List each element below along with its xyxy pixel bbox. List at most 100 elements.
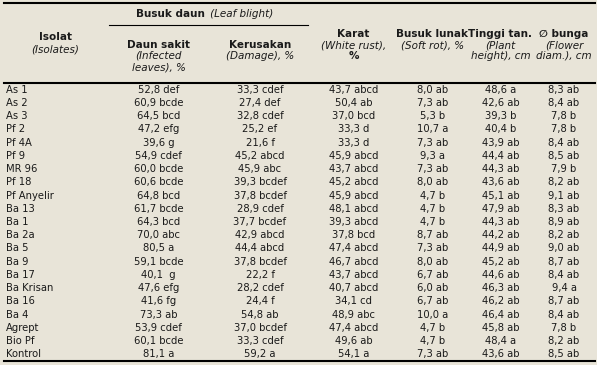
- Text: 46,4 ab: 46,4 ab: [482, 310, 519, 320]
- Text: MR 96: MR 96: [6, 164, 38, 174]
- Text: 43,7 abcd: 43,7 abcd: [329, 164, 378, 174]
- Text: 8,7 ab: 8,7 ab: [549, 296, 580, 307]
- Text: 8,4 ab: 8,4 ab: [549, 98, 580, 108]
- Text: 24,4 f: 24,4 f: [245, 296, 275, 307]
- Text: %: %: [348, 51, 359, 61]
- Text: Ba 5: Ba 5: [6, 243, 29, 253]
- Text: Pf 18: Pf 18: [6, 177, 32, 187]
- Text: Agrept: Agrept: [6, 323, 39, 333]
- Text: Pf 9: Pf 9: [6, 151, 25, 161]
- Text: 42,9 abcd: 42,9 abcd: [235, 230, 285, 240]
- Text: Busuk lunak: Busuk lunak: [396, 29, 469, 39]
- Text: 48,9 abc: 48,9 abc: [332, 310, 375, 320]
- Text: Pf Anyelir: Pf Anyelir: [6, 191, 54, 200]
- Text: Tinggi tan.: Tinggi tan.: [469, 29, 533, 39]
- Text: 45,9 abc: 45,9 abc: [238, 164, 282, 174]
- Text: 59,1 bcde: 59,1 bcde: [134, 257, 183, 267]
- Text: (Plant: (Plant: [485, 40, 516, 50]
- Text: 48,1 abcd: 48,1 abcd: [329, 204, 378, 214]
- Text: 25,2 ef: 25,2 ef: [242, 124, 278, 134]
- Text: 37,8 bcdef: 37,8 bcdef: [233, 257, 287, 267]
- Text: 9,0 ab: 9,0 ab: [549, 243, 580, 253]
- Text: 41,6 fg: 41,6 fg: [141, 296, 176, 307]
- Text: Isolat: Isolat: [39, 32, 72, 42]
- Text: 28,2 cdef: 28,2 cdef: [236, 283, 284, 293]
- Text: 43,9 ab: 43,9 ab: [482, 138, 519, 147]
- Text: 44,4 abcd: 44,4 abcd: [235, 243, 285, 253]
- Text: 37,0 bcdef: 37,0 bcdef: [233, 323, 287, 333]
- Text: Karat: Karat: [337, 29, 370, 39]
- Text: 7,3 ab: 7,3 ab: [417, 164, 448, 174]
- Text: 9,3 a: 9,3 a: [420, 151, 445, 161]
- Text: Ba 13: Ba 13: [6, 204, 35, 214]
- Text: (Leaf blight): (Leaf blight): [208, 9, 274, 19]
- Text: 39,3 abcd: 39,3 abcd: [329, 217, 378, 227]
- Text: Pf 2: Pf 2: [6, 124, 25, 134]
- Text: 60,1 bcde: 60,1 bcde: [134, 336, 183, 346]
- Text: 4,7 b: 4,7 b: [420, 323, 445, 333]
- Text: 7,3 ab: 7,3 ab: [417, 243, 448, 253]
- Text: 37,8 bcdef: 37,8 bcdef: [233, 191, 287, 200]
- Text: 7,8 b: 7,8 b: [552, 323, 577, 333]
- Text: 28,9 cdef: 28,9 cdef: [236, 204, 284, 214]
- Text: 60,9 bcde: 60,9 bcde: [134, 98, 183, 108]
- Text: 44,2 ab: 44,2 ab: [482, 230, 519, 240]
- Text: 37,7 bcdef: 37,7 bcdef: [233, 217, 287, 227]
- Text: 7,3 ab: 7,3 ab: [417, 98, 448, 108]
- Text: 43,6 ab: 43,6 ab: [482, 177, 519, 187]
- Text: 81,1 a: 81,1 a: [143, 349, 174, 360]
- Text: 45,9 abcd: 45,9 abcd: [329, 191, 378, 200]
- Text: 34,1 cd: 34,1 cd: [335, 296, 372, 307]
- Text: 64,5 bcd: 64,5 bcd: [137, 111, 180, 121]
- Text: 40,7 abcd: 40,7 abcd: [329, 283, 378, 293]
- Text: 46,7 abcd: 46,7 abcd: [329, 257, 378, 267]
- Text: Ba Krisan: Ba Krisan: [6, 283, 53, 293]
- Text: 33,3 cdef: 33,3 cdef: [236, 336, 284, 346]
- Text: 6,7 ab: 6,7 ab: [417, 296, 448, 307]
- Text: 8,7 ab: 8,7 ab: [417, 230, 448, 240]
- Text: 47,4 abcd: 47,4 abcd: [329, 243, 378, 253]
- Text: height), cm: height), cm: [470, 51, 530, 61]
- Text: Ba 4: Ba 4: [6, 310, 29, 320]
- Text: As 2: As 2: [6, 98, 27, 108]
- Text: As 3: As 3: [6, 111, 27, 121]
- Text: 32,8 cdef: 32,8 cdef: [236, 111, 284, 121]
- Text: 47,9 ab: 47,9 ab: [482, 204, 519, 214]
- Text: Kontrol: Kontrol: [6, 349, 41, 360]
- Text: 8,2 ab: 8,2 ab: [549, 336, 580, 346]
- Text: (Flower: (Flower: [545, 40, 583, 50]
- Text: 8,5 ab: 8,5 ab: [549, 349, 580, 360]
- Text: diam.), cm: diam.), cm: [536, 51, 592, 61]
- Text: 9,1 ab: 9,1 ab: [548, 191, 580, 200]
- Text: 4,7 b: 4,7 b: [420, 336, 445, 346]
- Text: 45,1 ab: 45,1 ab: [482, 191, 519, 200]
- Text: 45,2 abcd: 45,2 abcd: [329, 177, 378, 187]
- Text: 49,6 ab: 49,6 ab: [335, 336, 373, 346]
- Text: 39,3 b: 39,3 b: [485, 111, 516, 121]
- Text: 80,5 a: 80,5 a: [143, 243, 174, 253]
- Text: 54,1 a: 54,1 a: [338, 349, 369, 360]
- Text: 8,3 ab: 8,3 ab: [549, 85, 580, 95]
- Text: 53,9 cdef: 53,9 cdef: [135, 323, 182, 333]
- Text: 48,4 a: 48,4 a: [485, 336, 516, 346]
- Text: 21,6 f: 21,6 f: [245, 138, 275, 147]
- Text: 44,4 ab: 44,4 ab: [482, 151, 519, 161]
- Text: 10,7 a: 10,7 a: [417, 124, 448, 134]
- Text: 9,4 a: 9,4 a: [552, 283, 577, 293]
- Text: 50,4 ab: 50,4 ab: [335, 98, 373, 108]
- Text: 54,8 ab: 54,8 ab: [241, 310, 279, 320]
- Text: (White rust),: (White rust),: [321, 40, 386, 50]
- Text: 8,2 ab: 8,2 ab: [549, 230, 580, 240]
- Text: 70,0 abc: 70,0 abc: [137, 230, 180, 240]
- Text: 8,4 ab: 8,4 ab: [549, 138, 580, 147]
- Text: 42,6 ab: 42,6 ab: [482, 98, 519, 108]
- Text: 4,7 b: 4,7 b: [420, 217, 445, 227]
- Text: 73,3 ab: 73,3 ab: [140, 310, 177, 320]
- Text: 64,3 bcd: 64,3 bcd: [137, 217, 180, 227]
- Text: 39,6 g: 39,6 g: [143, 138, 174, 147]
- Text: 7,3 ab: 7,3 ab: [417, 349, 448, 360]
- Text: 43,6 ab: 43,6 ab: [482, 349, 519, 360]
- Text: 4,7 b: 4,7 b: [420, 191, 445, 200]
- Text: 8,0 ab: 8,0 ab: [417, 177, 448, 187]
- Text: 33,3 d: 33,3 d: [338, 138, 369, 147]
